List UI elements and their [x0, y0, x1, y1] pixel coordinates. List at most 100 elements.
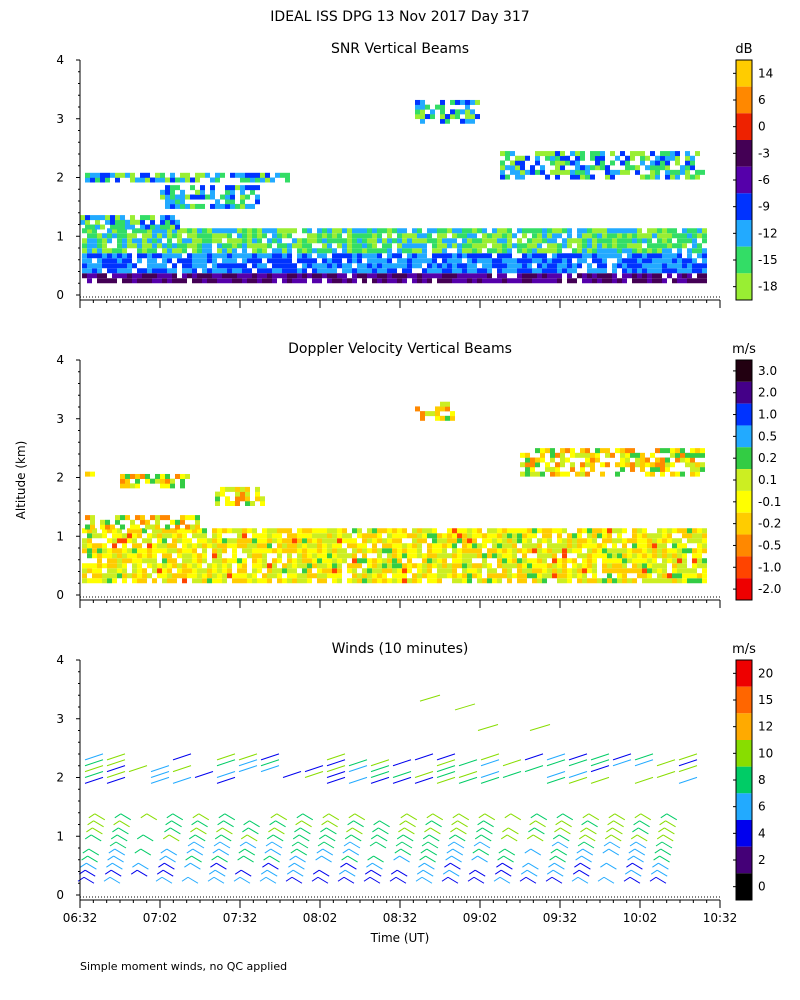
heatmap-cell	[450, 99, 455, 105]
heatmap-cell	[607, 278, 612, 284]
heatmap-cell	[115, 215, 120, 221]
heatmap-cell	[567, 263, 572, 269]
wind-barb-shaft	[86, 862, 97, 870]
heatmap-cell	[327, 568, 332, 574]
heatmap-cell	[307, 238, 312, 244]
heatmap-cell	[267, 278, 272, 284]
heatmap-cell	[472, 568, 477, 574]
colorbar-swatch	[736, 469, 752, 491]
wind-barb	[436, 765, 456, 773]
wind-barb-flag	[655, 841, 663, 847]
colorbar-swatch	[736, 360, 752, 382]
heatmap-cell	[587, 533, 592, 539]
heatmap-cell	[377, 553, 382, 559]
heatmap-cell	[447, 543, 452, 549]
heatmap-cell	[242, 573, 247, 579]
heatmap-cell	[492, 238, 497, 244]
heatmap-cell	[522, 558, 527, 564]
footnote: Simple moment winds, no QC applied	[80, 960, 287, 973]
heatmap-cell	[452, 543, 457, 549]
heatmap-cell	[552, 238, 557, 244]
heatmap-cell	[207, 538, 212, 544]
heatmap-cell	[532, 533, 537, 539]
heatmap-cell	[502, 548, 507, 554]
heatmap-cell	[622, 558, 627, 564]
heatmap-cell	[170, 189, 175, 195]
wind-barb-flag	[659, 820, 666, 826]
heatmap-cell	[97, 573, 102, 579]
heatmap-cell	[527, 538, 532, 544]
wind-barb-shaft	[614, 813, 626, 821]
heatmap-cell	[267, 538, 272, 544]
heatmap-cell	[585, 452, 590, 458]
heatmap-cell	[695, 448, 700, 454]
heatmap-cell	[512, 268, 517, 274]
heatmap-cell	[377, 238, 382, 244]
wind-barb	[81, 855, 98, 863]
heatmap-cell	[665, 155, 670, 161]
heatmap-cell	[462, 538, 467, 544]
heatmap-cell	[562, 538, 567, 544]
heatmap-cell	[372, 228, 377, 234]
wind-barb	[582, 813, 600, 821]
heatmap-cell	[507, 233, 512, 239]
heatmap-cell	[302, 268, 307, 274]
heatmap-cell	[622, 238, 627, 244]
heatmap-cell	[160, 177, 165, 183]
heatmap-cell	[437, 228, 442, 234]
heatmap-cell	[202, 573, 207, 579]
heatmap-cell	[392, 228, 397, 234]
heatmap-cell	[232, 278, 237, 284]
heatmap-cell	[452, 263, 457, 269]
wind-barb-flag	[633, 820, 640, 826]
heatmap-cell	[377, 248, 382, 254]
heatmap-cell	[182, 573, 187, 579]
heatmap-cell	[117, 253, 122, 259]
heatmap-cell	[492, 553, 497, 559]
wind-barb-flag	[451, 820, 458, 826]
heatmap-cell	[172, 528, 177, 534]
heatmap-cell	[582, 553, 587, 559]
heatmap-cell	[225, 501, 230, 506]
wind-barb	[634, 776, 654, 784]
heatmap-cell	[692, 538, 697, 544]
heatmap-cell	[680, 169, 685, 175]
wind-barb	[269, 820, 286, 828]
heatmap-cell	[312, 233, 317, 239]
heatmap-cell	[327, 573, 332, 579]
wind-barb-flag	[132, 862, 139, 868]
wind-barb	[655, 841, 673, 849]
heatmap-cell	[547, 273, 552, 279]
heatmap-cell	[535, 151, 540, 157]
heatmap-cell	[322, 233, 327, 239]
heatmap-cell	[282, 578, 287, 584]
wind-barb	[421, 841, 439, 849]
heatmap-cell	[417, 253, 422, 259]
heatmap-cell	[307, 553, 312, 559]
heatmap-cell	[647, 538, 652, 544]
heatmap-cell	[132, 528, 137, 534]
heatmap-cell	[232, 543, 237, 549]
heatmap-cell	[422, 563, 427, 569]
heatmap-cell	[535, 169, 540, 175]
heatmap-cell	[467, 538, 472, 544]
heatmap-cell	[82, 273, 87, 279]
heatmap-cell	[655, 466, 660, 472]
heatmap-cell	[362, 553, 367, 559]
heatmap-cell	[472, 278, 477, 284]
heatmap-cell	[467, 553, 472, 559]
heatmap-cell	[487, 548, 492, 554]
heatmap-cell	[687, 248, 692, 254]
heatmap-cell	[582, 558, 587, 564]
wind-barb	[458, 759, 478, 767]
heatmap-cell	[232, 558, 237, 564]
heatmap-cell	[107, 578, 112, 584]
heatmap-cell	[472, 258, 477, 264]
heatmap-cell	[147, 543, 152, 549]
heatmap-cell	[175, 224, 180, 230]
heatmap-cell	[262, 543, 267, 549]
heatmap-cell	[407, 258, 412, 264]
heatmap-cell	[82, 563, 87, 569]
heatmap-cell	[447, 553, 452, 559]
wind-barb	[160, 848, 178, 856]
